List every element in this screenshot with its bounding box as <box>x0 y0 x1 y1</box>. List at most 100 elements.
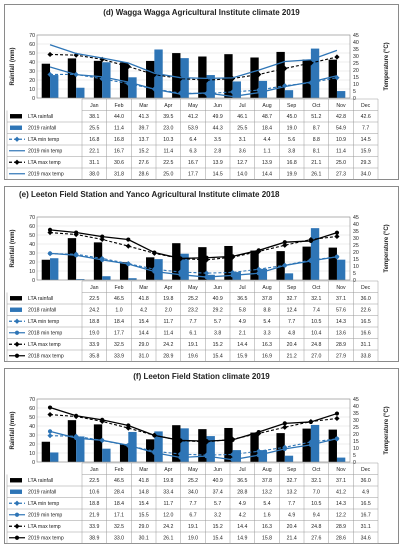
table-value: 16.7 <box>114 149 124 155</box>
series-marker <box>282 242 288 248</box>
table-value: 26.1 <box>163 536 173 542</box>
table-value: 29.0 <box>139 342 149 348</box>
month-label: Sep <box>287 285 296 291</box>
table-value: 10.3 <box>163 137 173 143</box>
table-value: 42.6 <box>361 114 371 120</box>
table-value: 33.4 <box>163 490 173 496</box>
table-value: 5.6 <box>288 137 295 143</box>
table-value: 32.5 <box>114 342 124 348</box>
table-value: 13.7 <box>139 137 149 143</box>
table-value: 3.8 <box>288 149 295 155</box>
series-marker <box>178 455 183 460</box>
y2-tick-label: 40 <box>353 222 359 228</box>
table-value: 26.1 <box>311 172 321 178</box>
series-marker <box>230 273 235 278</box>
table-value: 37.1 <box>336 296 346 302</box>
table-value: 4.8 <box>288 331 295 337</box>
table-value: 37.8 <box>262 478 272 484</box>
table-value: 41.2 <box>188 114 198 120</box>
table-value: 7.7 <box>189 319 196 325</box>
month-label: Jul <box>239 467 246 473</box>
table-value: 14.4 <box>262 172 272 178</box>
table-value: 10.4 <box>311 331 321 337</box>
table-value: 48.7 <box>262 114 272 120</box>
table-value: 19.0 <box>287 126 297 132</box>
month-label: Feb <box>115 285 124 291</box>
table-value: 31.1 <box>361 342 371 348</box>
table-value: 17.1 <box>114 513 124 519</box>
table-value: 21.9 <box>89 513 99 519</box>
table-value: 37.4 <box>213 490 223 496</box>
series-marker <box>256 271 261 276</box>
table-value: 3.5 <box>214 137 221 143</box>
legend-key <box>14 318 20 324</box>
series-line <box>49 229 338 260</box>
table-value: 41.2 <box>336 490 346 496</box>
month-label: Jun <box>213 103 221 109</box>
month-label: Nov <box>336 285 346 291</box>
bar <box>198 429 207 462</box>
y2-axis-title: Temperature (°C) <box>384 406 390 454</box>
legend-label: 2018 min temp <box>28 331 62 337</box>
month-label: Nov <box>336 103 346 109</box>
bar <box>180 428 189 462</box>
legend-label: LTA max temp <box>28 342 61 348</box>
table-value: 19.0 <box>188 536 198 542</box>
legend-key <box>14 341 20 347</box>
table-value: 40.9 <box>213 296 223 302</box>
table-value: 7.0 <box>313 490 320 496</box>
table-value: 27.6 <box>139 160 149 166</box>
y-tick-label: 60 <box>29 406 35 412</box>
table-value: 16.7 <box>361 513 371 519</box>
table-value: 21.2 <box>287 354 297 360</box>
bar <box>50 452 59 462</box>
month-label: Jan <box>90 285 98 291</box>
series-marker <box>230 89 236 95</box>
chart-svg: 010203040506070051015202530354045Rainfal… <box>6 215 390 362</box>
table-value: 49.9 <box>213 114 223 120</box>
table-value: 37.1 <box>336 478 346 484</box>
series-marker <box>178 256 183 261</box>
plot-frame <box>36 34 351 99</box>
bar <box>250 250 259 280</box>
bar <box>336 91 346 98</box>
series-marker <box>256 248 261 253</box>
table-value: 32.7 <box>287 478 297 484</box>
month-label: Aug <box>262 285 271 291</box>
table-value: 44.3 <box>213 126 223 132</box>
table-value: 38.9 <box>89 536 99 542</box>
series-marker <box>152 269 157 274</box>
y-tick-label: 60 <box>29 42 35 48</box>
table-value: 20.4 <box>287 524 297 530</box>
legend-label: LTA max temp <box>28 160 61 166</box>
table-value: 16.8 <box>114 137 124 143</box>
bar <box>67 238 77 280</box>
table-value: 8.7 <box>313 126 320 132</box>
series-marker <box>256 448 262 454</box>
y2-tick-label: 35 <box>353 411 359 417</box>
legend-key <box>14 523 20 529</box>
month-label: May <box>188 285 198 291</box>
table-value: 38.0 <box>89 172 99 178</box>
table-value: 44.0 <box>114 114 124 120</box>
series-line <box>50 435 338 456</box>
legend-key <box>14 500 20 506</box>
month-label: Apr <box>164 285 172 291</box>
y-tick-label: 50 <box>29 415 35 421</box>
bar <box>224 427 233 462</box>
y2-tick-label: 40 <box>353 404 359 410</box>
table-value: 5.4 <box>263 319 270 325</box>
series-line <box>49 252 338 278</box>
legend-label: LTA rainfall <box>28 478 53 484</box>
y-tick-label: 50 <box>29 233 35 239</box>
table-value: 13.2 <box>262 490 272 496</box>
legend-key <box>10 489 22 494</box>
table-value: 3.3 <box>263 331 270 337</box>
bar <box>146 60 155 98</box>
legend-key <box>10 478 22 483</box>
month-label: Dec <box>361 103 371 109</box>
table-value: 28.4 <box>114 490 124 496</box>
series-marker <box>47 251 53 256</box>
table-value: 4.9 <box>288 513 295 519</box>
month-label: May <box>188 467 198 473</box>
